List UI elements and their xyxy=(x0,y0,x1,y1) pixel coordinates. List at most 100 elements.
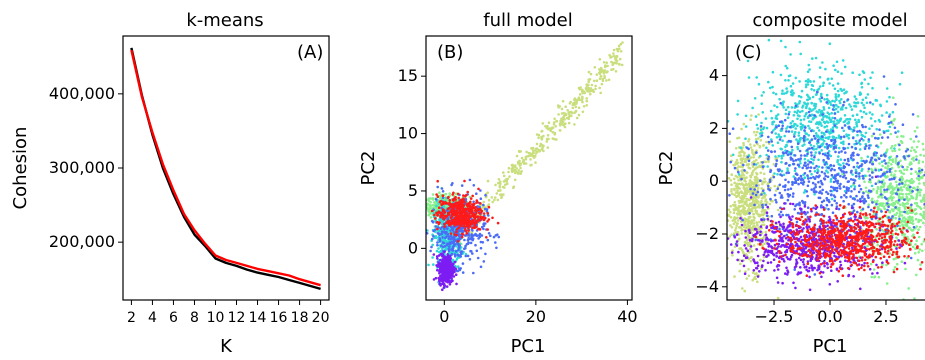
panel-c-point xyxy=(915,155,918,158)
panel-c-point xyxy=(835,136,838,140)
panel-c-point xyxy=(742,154,746,157)
panel-c-point xyxy=(816,122,820,125)
panel-b-point xyxy=(497,178,501,181)
panel-c-point xyxy=(793,268,796,271)
panel-c-point xyxy=(798,80,801,83)
panel-c-point xyxy=(799,95,803,99)
panel-c-point xyxy=(811,162,815,165)
panel-b-point xyxy=(513,178,517,182)
panel-c-point xyxy=(853,142,856,146)
panel-c-point xyxy=(753,97,757,100)
panel-b-point xyxy=(476,208,480,212)
panel-b-point xyxy=(436,220,439,224)
panel-b-point xyxy=(423,208,426,211)
panel-c-point xyxy=(898,192,901,196)
panel-c-point xyxy=(786,125,789,128)
panel-c-point xyxy=(812,89,816,92)
panel-b-point xyxy=(450,274,454,278)
panel-c-point xyxy=(860,86,864,89)
panel-b-point xyxy=(441,214,445,217)
panel-c-point xyxy=(840,141,843,144)
panel-b-point xyxy=(606,64,609,68)
panel-c-point xyxy=(736,185,740,189)
panel-c-point xyxy=(746,204,750,207)
panel-c-point xyxy=(764,240,768,243)
panel-c-point xyxy=(868,178,872,181)
panel-b-point xyxy=(463,238,466,242)
panel-c-point xyxy=(830,139,833,142)
panel-c-point xyxy=(894,144,897,147)
panel-c-point xyxy=(818,185,822,189)
panel-c-point xyxy=(866,244,869,248)
panel-c-point xyxy=(826,175,830,179)
panel-b-point xyxy=(487,218,491,221)
panel-c-point xyxy=(793,122,796,126)
panel-b-point xyxy=(519,150,522,153)
panel-b-point xyxy=(614,57,617,61)
panel-c-point xyxy=(753,175,757,179)
panel-c-point xyxy=(771,70,775,74)
panel-c-point xyxy=(732,204,736,207)
panel-c-point xyxy=(818,136,822,139)
panel-c-point xyxy=(830,77,833,80)
panel-c-point xyxy=(913,252,917,255)
panel-c-point xyxy=(836,110,840,114)
panel-c-point xyxy=(863,135,867,139)
panel-b-point xyxy=(445,225,448,229)
panel-c-point xyxy=(874,154,878,157)
panel-c-point xyxy=(890,163,893,166)
panel-c-point xyxy=(919,213,923,216)
panel-b-point xyxy=(439,258,442,262)
panel-c-point xyxy=(890,186,894,189)
panel-b-point xyxy=(455,282,458,286)
panel-b-point xyxy=(502,171,505,174)
panel-c-point xyxy=(813,114,817,117)
panel-c-point xyxy=(875,228,878,231)
panel-c-point xyxy=(890,173,893,177)
panel-c-point xyxy=(826,111,829,114)
panel-c-point xyxy=(915,201,919,205)
panel-c-point xyxy=(916,126,919,129)
panel-c-point xyxy=(736,113,739,116)
panel-c-point xyxy=(761,189,765,193)
panel-c-point xyxy=(832,146,836,150)
panel-c-point xyxy=(801,109,804,113)
panel-b-point xyxy=(443,230,446,234)
panel-b-point xyxy=(553,117,556,121)
panel-c-point xyxy=(755,201,759,205)
panel-c-point xyxy=(873,212,876,215)
panel-c-point xyxy=(729,179,733,182)
panel-c-point xyxy=(868,127,871,130)
panel-c-point xyxy=(739,212,742,215)
panel-b-point xyxy=(522,161,526,164)
panel-b-point xyxy=(441,280,444,283)
panel-c-point xyxy=(757,214,760,217)
panel-c-point xyxy=(905,168,909,171)
panel-b-point xyxy=(620,63,624,67)
panel-b-point xyxy=(561,118,564,121)
panel-b-point xyxy=(441,254,444,258)
panel-b-point xyxy=(616,49,620,52)
panel-c-point xyxy=(795,111,799,114)
panel-b-point xyxy=(547,137,550,141)
panel-c-point xyxy=(757,137,760,140)
panel-c-point xyxy=(916,185,919,189)
panel-b-point xyxy=(486,211,490,215)
panel-b-point xyxy=(415,211,418,214)
panel-b-point xyxy=(457,196,461,200)
panel-c-point xyxy=(749,215,752,219)
panel-c-point xyxy=(909,181,913,184)
panel-c-point xyxy=(758,132,762,135)
panel-c-point xyxy=(729,160,732,164)
panel-c-point xyxy=(876,199,879,203)
panel-b-point xyxy=(465,231,469,235)
panel-c-point xyxy=(793,110,797,114)
panel-b-point xyxy=(454,198,457,201)
panel-c-point xyxy=(824,153,827,157)
panel-c-point xyxy=(770,116,774,120)
panel-c-point xyxy=(847,133,851,137)
panel-c-point xyxy=(740,232,744,235)
panel-c-point xyxy=(907,192,911,196)
panel-c-point xyxy=(912,180,915,183)
panel-c-point xyxy=(876,137,880,140)
